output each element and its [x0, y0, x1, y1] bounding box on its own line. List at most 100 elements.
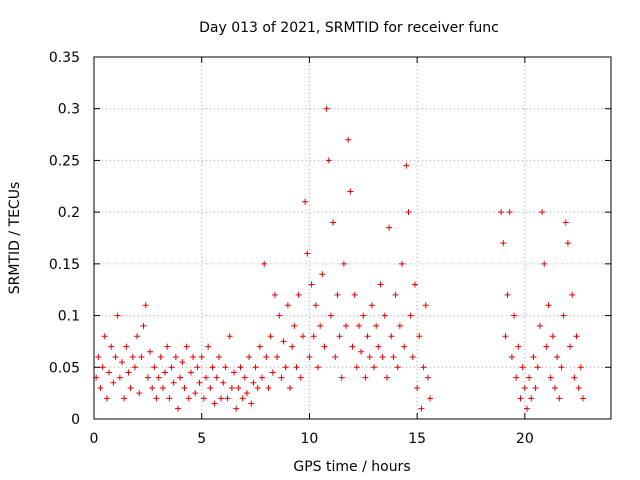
data-point — [388, 333, 395, 340]
data-point — [345, 136, 352, 143]
data-point — [302, 198, 309, 205]
data-point — [386, 224, 393, 231]
data-point — [181, 384, 188, 391]
data-point — [373, 322, 380, 329]
data-point — [138, 353, 145, 360]
data-point — [207, 384, 214, 391]
data-point — [567, 343, 574, 350]
data-point — [127, 384, 134, 391]
data-point — [532, 384, 539, 391]
data-point — [381, 312, 388, 319]
y-axis-title: SRMTID / TECUs — [7, 182, 23, 295]
data-point — [101, 333, 108, 340]
data-point — [282, 364, 289, 371]
data-point — [577, 364, 584, 371]
data-point — [134, 333, 141, 340]
data-point — [411, 281, 418, 288]
data-point — [502, 333, 509, 340]
x-tick-label: 0 — [90, 431, 99, 447]
data-point — [420, 364, 427, 371]
data-point — [213, 374, 220, 381]
y-tick-label: 0 — [71, 412, 80, 428]
data-point — [343, 322, 350, 329]
data-point — [405, 209, 412, 216]
data-point — [149, 384, 156, 391]
data-point — [508, 353, 515, 360]
data-point — [125, 369, 132, 376]
data-point — [545, 302, 552, 309]
data-point — [407, 312, 414, 319]
data-point — [418, 405, 425, 412]
data-point — [222, 364, 229, 371]
data-point — [200, 395, 207, 402]
data-point — [164, 343, 171, 350]
data-point — [511, 312, 518, 319]
data-point — [536, 322, 543, 329]
data-point — [334, 291, 341, 298]
data-point — [312, 302, 319, 309]
data-point — [205, 343, 212, 350]
data-point — [575, 384, 582, 391]
data-point — [399, 260, 406, 267]
plot-frame — [93, 56, 612, 420]
data-point — [274, 353, 281, 360]
data-point — [562, 219, 569, 226]
x-tick-label: 20 — [516, 431, 534, 447]
data-point — [168, 364, 175, 371]
data-point — [366, 353, 373, 360]
data-point — [340, 260, 347, 267]
data-point — [560, 312, 567, 319]
data-point — [99, 364, 106, 371]
data-point — [330, 219, 337, 226]
data-point — [147, 348, 154, 355]
data-point — [526, 374, 533, 381]
data-point — [291, 322, 298, 329]
data-point — [284, 302, 291, 309]
data-point — [409, 353, 416, 360]
data-point — [325, 157, 332, 164]
data-point — [271, 291, 278, 298]
data-point — [424, 374, 431, 381]
data-point — [119, 359, 126, 366]
data-point — [293, 364, 300, 371]
data-point — [157, 353, 164, 360]
grid — [94, 57, 611, 419]
x-tick-label: 10 — [301, 431, 319, 447]
data-point — [97, 384, 104, 391]
data-point — [539, 209, 546, 216]
data-point — [556, 395, 563, 402]
data-point — [338, 374, 345, 381]
data-point — [403, 162, 410, 169]
data-point — [116, 374, 123, 381]
data-point — [297, 374, 304, 381]
data-point — [237, 364, 244, 371]
data-point — [523, 405, 530, 412]
data-point — [289, 343, 296, 350]
data-point — [336, 333, 343, 340]
data-point — [224, 395, 231, 402]
data-point — [530, 353, 537, 360]
data-point — [136, 390, 143, 397]
y-tick-label: 0.1 — [58, 309, 80, 325]
data-point — [541, 260, 548, 267]
data-point — [332, 353, 339, 360]
data-point — [554, 353, 561, 360]
x-tick-label: 15 — [408, 431, 426, 447]
data-point — [254, 384, 261, 391]
data-point — [308, 281, 315, 288]
axis-ticks: 0 5 10 15 20 0 0.05 0.1 0.15 0.2 0.25 0.3 0.35 — [49, 50, 611, 447]
data-point — [248, 400, 255, 407]
data-point — [414, 384, 421, 391]
data-point — [517, 395, 524, 402]
data-point — [276, 312, 283, 319]
data-point — [306, 353, 313, 360]
data-point — [131, 364, 138, 371]
data-point — [362, 374, 369, 381]
data-point — [179, 359, 186, 366]
data-point — [521, 384, 528, 391]
y-tick-label: 0.2 — [58, 205, 80, 221]
y-tick-label: 0.3 — [58, 102, 80, 118]
data-point — [155, 374, 162, 381]
data-point — [187, 369, 194, 376]
data-point — [375, 343, 382, 350]
